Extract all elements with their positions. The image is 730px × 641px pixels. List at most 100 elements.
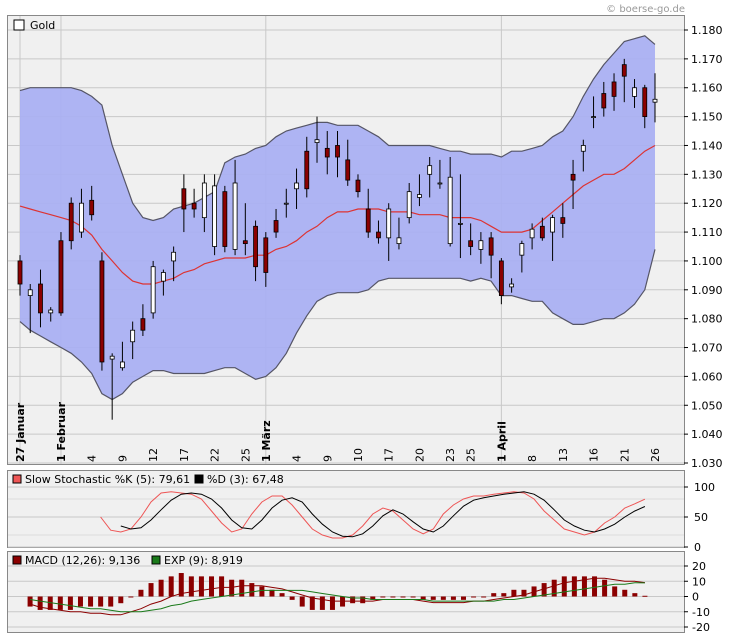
candle-body xyxy=(437,182,443,185)
macd-histogram-bar xyxy=(57,596,63,610)
candle-body xyxy=(171,251,177,262)
macd-histogram-bar xyxy=(350,596,356,604)
x-tick-label: 8 xyxy=(526,455,539,462)
candle-body xyxy=(529,228,535,239)
x-tick-label: 4 xyxy=(86,455,99,462)
candle-body xyxy=(498,260,504,296)
price-y-tick-label: 1.120 xyxy=(691,197,723,210)
price-y-tick-label: 1.060 xyxy=(691,370,723,383)
macd-histogram-bar xyxy=(239,579,245,597)
x-tick-label: 17 xyxy=(178,448,191,462)
macd-histogram-bar xyxy=(198,576,204,597)
date-x-axis: 27 Januar 1 Februar 4 9 12 17 22 25 1 März 4 9 10 17… xyxy=(14,401,662,462)
macd-histogram-bar xyxy=(269,589,275,597)
legend-swatch-macd xyxy=(12,555,22,565)
macd-histogram-bar xyxy=(108,596,114,607)
candle-body xyxy=(478,240,484,250)
macd-histogram-bar xyxy=(632,593,638,597)
macd-histogram-bar xyxy=(390,596,396,598)
x-tick-label: 12 xyxy=(147,448,160,462)
candle-body xyxy=(89,199,95,216)
candle-body xyxy=(365,208,371,233)
candle-body xyxy=(324,147,330,158)
candle-body xyxy=(232,182,238,250)
x-tick-label-vertical: 1 April xyxy=(495,421,508,462)
candle-body xyxy=(488,237,494,256)
candle-body xyxy=(273,220,279,233)
stochastic-k-line xyxy=(100,491,646,539)
candle-body xyxy=(17,260,23,285)
macd-histogram-bar xyxy=(521,589,527,597)
macd-histogram-bar xyxy=(329,596,335,610)
candle-body xyxy=(509,283,515,288)
candle-body xyxy=(253,225,258,268)
candle-body xyxy=(427,165,433,175)
macd-panel: 20 10 0 -10 -20 MACD (12,26): 9,136 EXP (9):… xyxy=(7,551,710,634)
macd-histogram-bar xyxy=(309,596,315,610)
price-y-tick-label: 1.050 xyxy=(691,399,723,412)
candle-body xyxy=(376,231,381,239)
macd-histogram-bar xyxy=(209,576,215,597)
macd-histogram-bar xyxy=(77,596,83,607)
x-tick-label: 9 xyxy=(321,455,334,462)
price-y-tick-label: 1.110 xyxy=(691,226,723,239)
candle-body xyxy=(580,145,586,152)
macd-y-tick-label: -10 xyxy=(692,606,710,619)
price-y-tick-label: 1.070 xyxy=(691,342,723,355)
bollinger-upper-line xyxy=(19,35,656,222)
candle-body xyxy=(417,194,422,198)
candlestick-series xyxy=(17,58,658,420)
macd-histogram-bar xyxy=(299,596,305,607)
macd-histogram-bar xyxy=(571,576,577,597)
macd-histogram-bar xyxy=(612,586,618,597)
x-tick-label: 9 xyxy=(116,455,129,462)
legend-gold: Gold xyxy=(30,19,55,32)
macd-y-tick-label: 0 xyxy=(692,591,699,604)
legend-exp: EXP (9): 8,919 xyxy=(164,554,243,567)
candle-body xyxy=(314,139,320,143)
candle-body xyxy=(68,202,74,242)
candle-body xyxy=(652,98,658,103)
candle-body xyxy=(27,289,33,296)
x-tick-label: 26 xyxy=(649,448,662,462)
macd-histogram-bar xyxy=(148,583,154,597)
macd-y-tick-label: -20 xyxy=(692,621,710,634)
candle-body xyxy=(150,266,156,314)
macd-histogram-bar xyxy=(380,596,386,598)
macd-histogram-bar xyxy=(279,593,285,597)
candle-body xyxy=(550,217,555,233)
x-tick-label: 23 xyxy=(444,448,457,462)
price-y-tick-label: 1.130 xyxy=(691,168,723,181)
candle-body xyxy=(58,240,64,314)
macd-histogram-bar xyxy=(319,596,325,610)
candle-body xyxy=(539,225,545,239)
macd-histogram-bar xyxy=(138,589,144,597)
macd-histogram-bar xyxy=(158,579,164,597)
legend-swatch-gold xyxy=(13,19,25,31)
x-tick-label-vertical: 1 März xyxy=(260,420,273,462)
candle-body xyxy=(642,87,648,117)
macd-histogram-bar xyxy=(67,596,73,610)
candle-body xyxy=(406,191,412,219)
candle-body xyxy=(242,240,248,245)
candle-body xyxy=(468,240,474,247)
price-y-tick-label: 1.160 xyxy=(691,82,723,95)
macd-histogram-bar xyxy=(289,596,295,600)
macd-histogram xyxy=(27,573,648,610)
candle-body xyxy=(632,87,637,97)
macd-histogram-bar xyxy=(450,596,456,600)
stochastic-y-axis: 100 50 0 xyxy=(684,481,715,554)
macd-histogram-bar xyxy=(501,593,507,597)
candle-body xyxy=(294,182,299,190)
stochastic-panel: 100 50 0 Slow Stochastic %K (5): 79,61 %D … xyxy=(7,470,715,554)
candle-body xyxy=(79,202,84,233)
stochastic-y-tick-label: 100 xyxy=(694,481,715,494)
price-y-tick-label: 1.030 xyxy=(691,457,723,470)
candle-body xyxy=(396,237,402,245)
candle-body xyxy=(519,243,525,256)
macd-histogram-bar xyxy=(430,596,436,600)
legend-stoch-k: Slow Stochastic %K (5): 79,61 xyxy=(25,473,190,486)
candle-body xyxy=(191,202,197,210)
macd-histogram-bar xyxy=(400,596,406,598)
